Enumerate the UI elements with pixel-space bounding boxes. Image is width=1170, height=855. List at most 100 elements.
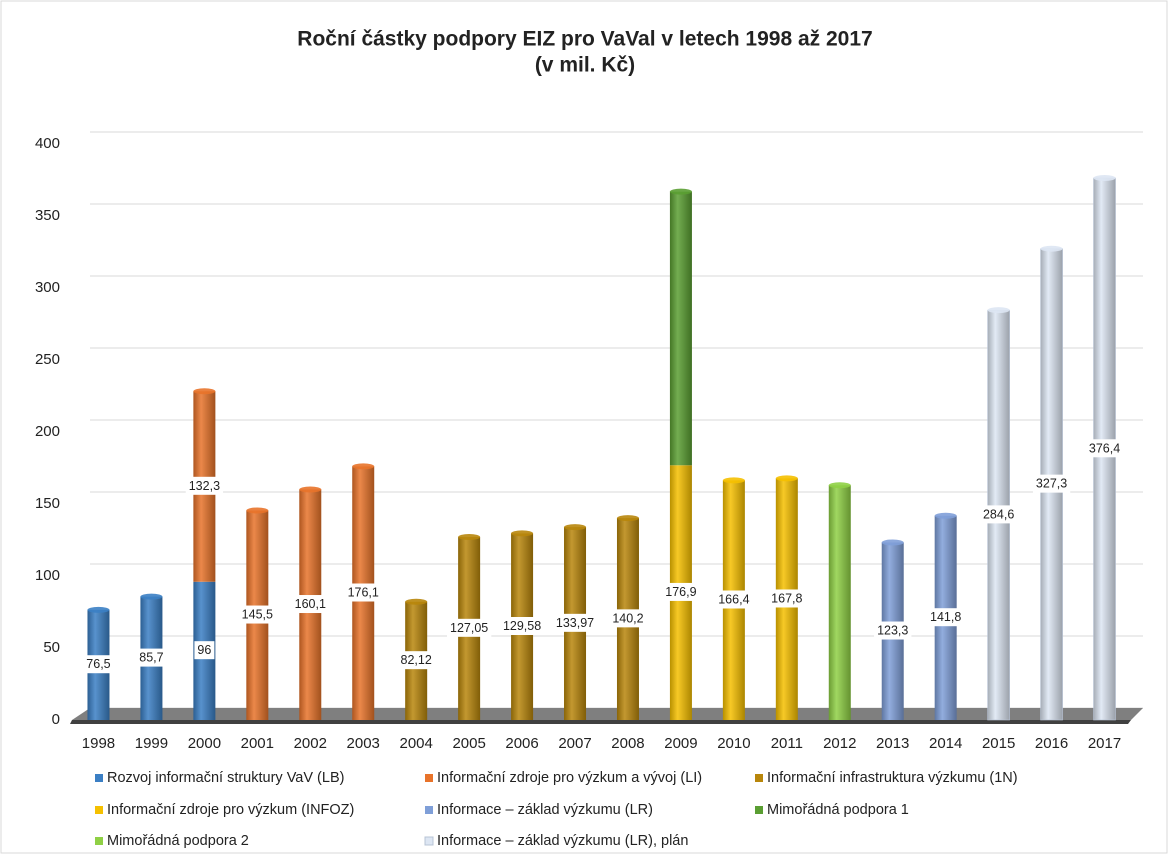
value-label: 132,3 — [189, 479, 220, 493]
value-label-bg — [291, 595, 329, 614]
legend: Rozvoj informační struktury VaV (LB) Info… — [95, 770, 1018, 849]
legend-label: Informační infrastruktura výzkumu (1N) — [767, 770, 1018, 786]
x-tick-label: 1998 — [82, 735, 115, 752]
floor — [72, 708, 1143, 720]
y-tick-label: 0 — [52, 711, 60, 728]
legend-label: Informace – základ výzkumu (LR), plán — [437, 833, 688, 849]
chart-subtitle: (v mil. Kč) — [535, 54, 635, 77]
value-label: 327,3 — [1036, 477, 1067, 491]
value-label: 127,05 — [450, 621, 488, 635]
legend-swatch — [425, 774, 433, 782]
x-tick-label: 2004 — [399, 735, 432, 752]
value-label-bg — [344, 583, 382, 602]
y-tick-label: 100 — [35, 567, 60, 584]
x-tick-label: 2014 — [929, 735, 962, 752]
legend-swatch — [755, 806, 763, 814]
value-label-bg — [609, 609, 647, 628]
legend-label: Mimořádná podpora 2 — [107, 833, 249, 849]
value-label: 167,8 — [771, 591, 802, 605]
legend-swatch — [425, 806, 433, 814]
x-tick-label: 2015 — [982, 735, 1015, 752]
legend-swatch — [755, 774, 763, 782]
bar-cap — [564, 524, 587, 531]
bar-cap — [775, 475, 798, 482]
bar-cap — [405, 598, 428, 605]
value-label-bg — [1085, 439, 1124, 458]
value-label: 123,3 — [877, 624, 908, 638]
bar-cap — [1093, 174, 1116, 181]
bar-cap — [669, 188, 692, 195]
value-label-bg — [662, 582, 700, 601]
bar-cap — [511, 530, 534, 537]
y-tick-label: 300 — [35, 279, 60, 296]
bar-cap — [987, 307, 1010, 314]
legend-swatch — [95, 837, 103, 845]
value-label: 376,4 — [1089, 441, 1120, 455]
bar-cap — [246, 507, 269, 514]
x-tick-label: 2006 — [505, 735, 538, 752]
x-tick-label: 2012 — [823, 735, 856, 752]
bar-cap — [1040, 245, 1063, 252]
x-tick-label: 2003 — [347, 735, 380, 752]
bar-cap — [458, 534, 481, 541]
value-label-bg — [194, 641, 215, 660]
legend-label: Mimořádná podpora 1 — [767, 802, 909, 818]
chart-title: Roční částky podpory EIZ pro VaVal v let… — [297, 28, 872, 51]
value-label: 133,97 — [556, 616, 594, 630]
bar-cap — [299, 486, 322, 493]
bar-cap — [934, 512, 957, 519]
value-label: 145,5 — [242, 608, 273, 622]
y-tick-label: 400 — [35, 135, 60, 152]
value-label: 82,12 — [401, 653, 432, 667]
y-tick-label: 200 — [35, 423, 60, 440]
value-label-bg — [397, 651, 435, 670]
value-label-bg — [768, 589, 806, 608]
value-label-bg — [499, 616, 545, 635]
x-tick-label: 2008 — [611, 735, 644, 752]
value-label-bg — [238, 605, 277, 624]
x-tick-label: 2016 — [1035, 735, 1068, 752]
bar-cap — [616, 515, 639, 522]
bar-cap — [722, 477, 745, 484]
value-label: 284,6 — [983, 507, 1014, 521]
value-label-bg — [83, 655, 114, 674]
value-label-bg — [715, 590, 753, 609]
bar-cap — [828, 482, 851, 489]
bar-cap — [193, 388, 216, 395]
value-label: 176,9 — [665, 585, 696, 599]
x-tick-label: 2005 — [452, 735, 485, 752]
bar-segment — [669, 191, 692, 466]
x-tick-label: 2017 — [1088, 735, 1121, 752]
value-label: 160,1 — [295, 597, 326, 611]
value-label: 129,58 — [503, 619, 541, 633]
value-label: 85,7 — [139, 651, 163, 665]
x-tick-label: 2013 — [876, 735, 909, 752]
y-tick-label: 250 — [35, 351, 60, 368]
value-label: 76,5 — [86, 657, 110, 671]
value-label-bg — [185, 476, 224, 495]
bar-cap — [140, 593, 163, 600]
x-tick-label: 2000 — [188, 735, 221, 752]
bar-segment — [828, 485, 851, 720]
value-label-bg — [979, 505, 1018, 524]
legend-swatch — [424, 836, 434, 846]
value-label: 141,8 — [930, 610, 961, 624]
x-tick-label: 2001 — [241, 735, 274, 752]
x-tick-label: 1999 — [135, 735, 168, 752]
value-label-bg — [552, 613, 598, 632]
legend-swatch — [95, 774, 103, 782]
value-label: 140,2 — [612, 611, 643, 625]
legend-label: Informační zdroje pro výzkum a vývoj (LI… — [437, 770, 702, 786]
value-label-bg — [447, 618, 492, 637]
x-tick-label: 2011 — [771, 735, 803, 752]
legend-label: Informační zdroje pro výzkum (INFOZ) — [107, 802, 354, 818]
legend-label: Informace – základ výzkumu (LR) — [437, 802, 653, 818]
value-label-bg — [927, 608, 965, 627]
x-tick-label: 2007 — [558, 735, 591, 752]
x-tick-label: 2010 — [717, 735, 750, 752]
value-labels: 76,5 85,7 96 132,3 145,5 160,1 176,1 82,12 127,0… — [83, 439, 1124, 674]
bars — [87, 174, 1116, 721]
legend-swatch — [95, 806, 103, 814]
bar-cap — [87, 606, 110, 613]
